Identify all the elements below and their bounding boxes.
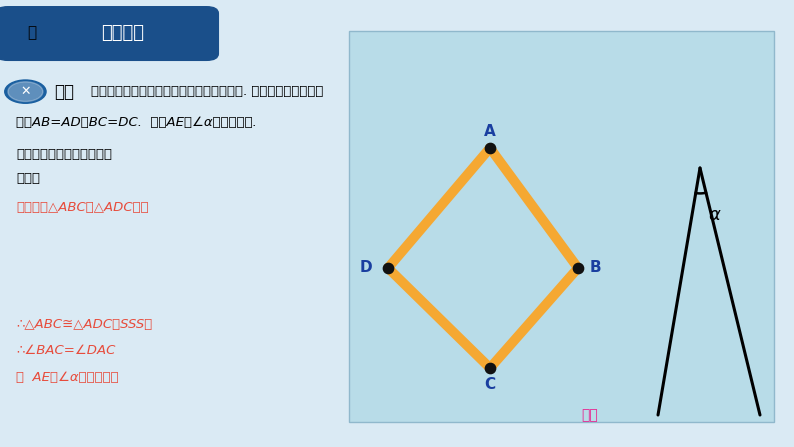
- Circle shape: [8, 82, 43, 101]
- Text: ∴△ABC≅△ADC（SSS）: ∴△ABC≅△ADC（SSS）: [16, 317, 152, 331]
- Point: [484, 144, 496, 152]
- Text: 下边是利用角平分仪平分一个角的演示过程. 你能说明它的道理吗: 下边是利用角平分仪平分一个角的演示过程. 你能说明它的道理吗: [91, 85, 324, 98]
- Text: 🏗: 🏗: [27, 25, 37, 40]
- Text: D: D: [360, 261, 372, 275]
- Text: 典例解析: 典例解析: [102, 24, 145, 42]
- Text: ✕: ✕: [20, 85, 31, 98]
- Text: B: B: [590, 261, 601, 275]
- Point: [382, 265, 395, 272]
- Text: 演示: 演示: [582, 408, 599, 422]
- Point: [484, 364, 496, 371]
- Text: 其中AB=AD，BC=DC.  则：AE为∠α的角平分线.: 其中AB=AD，BC=DC. 则：AE为∠α的角平分线.: [16, 116, 256, 130]
- Text: 思考: 思考: [54, 83, 74, 101]
- FancyBboxPatch shape: [349, 31, 774, 422]
- Text: 即  AE是∠α的角平分线: 即 AE是∠α的角平分线: [16, 371, 118, 384]
- Text: ∴∠BAC=∠DAC: ∴∠BAC=∠DAC: [16, 344, 115, 358]
- Text: $\alpha$: $\alpha$: [708, 206, 722, 224]
- Text: A: A: [484, 123, 496, 139]
- Text: 么吗？: 么吗？: [16, 172, 40, 186]
- Text: C: C: [484, 377, 495, 392]
- Text: 你能用学过的知识说明为什: 你能用学过的知识说明为什: [16, 148, 112, 161]
- Circle shape: [5, 80, 46, 103]
- Text: 证明：在△ABC与△ADC中，: 证明：在△ABC与△ADC中，: [16, 201, 148, 215]
- FancyBboxPatch shape: [0, 7, 218, 60]
- Point: [572, 265, 584, 272]
